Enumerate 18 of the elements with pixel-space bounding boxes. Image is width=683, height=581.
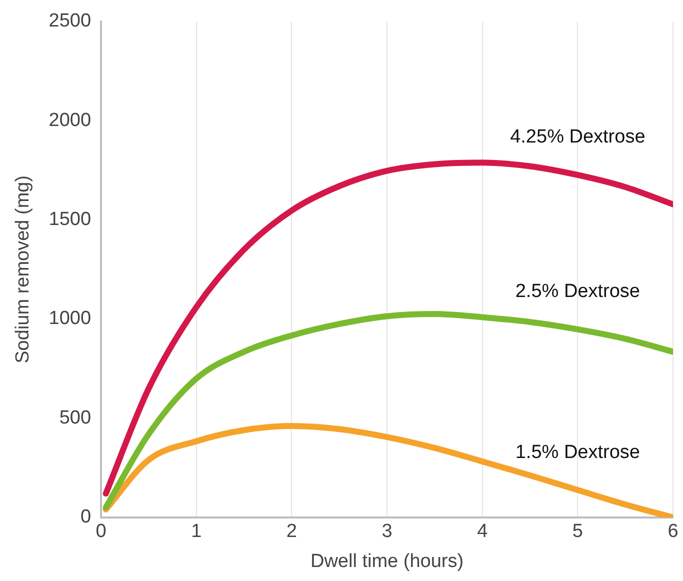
x-tick-label: 5 <box>572 521 583 542</box>
y-tick-label: 2000 <box>48 110 92 131</box>
x-tick-label: 2 <box>286 521 297 542</box>
y-tick-label: 2500 <box>48 10 92 32</box>
y-tick-label: 1500 <box>48 209 92 230</box>
x-tick-label: 0 <box>96 521 106 542</box>
x-tick-label: 1 <box>191 521 202 542</box>
series-label: 4.25% Dextrose <box>510 126 646 148</box>
y-tick-label: 1000 <box>48 308 92 330</box>
x-tick-label: 6 <box>668 521 678 542</box>
x-axis-title: Dwell time (hours) <box>310 550 464 572</box>
series-label: 1.5% Dextrose <box>515 442 640 463</box>
y-tick-label: 0 <box>80 506 92 528</box>
y-axis-title: Sodium removed (mg) <box>12 175 34 364</box>
series-label: 2.5% Dextrose <box>515 281 640 302</box>
x-tick-label: 4 <box>477 521 488 542</box>
y-tick-label: 500 <box>59 407 92 428</box>
x-tick-label: 3 <box>382 521 392 542</box>
